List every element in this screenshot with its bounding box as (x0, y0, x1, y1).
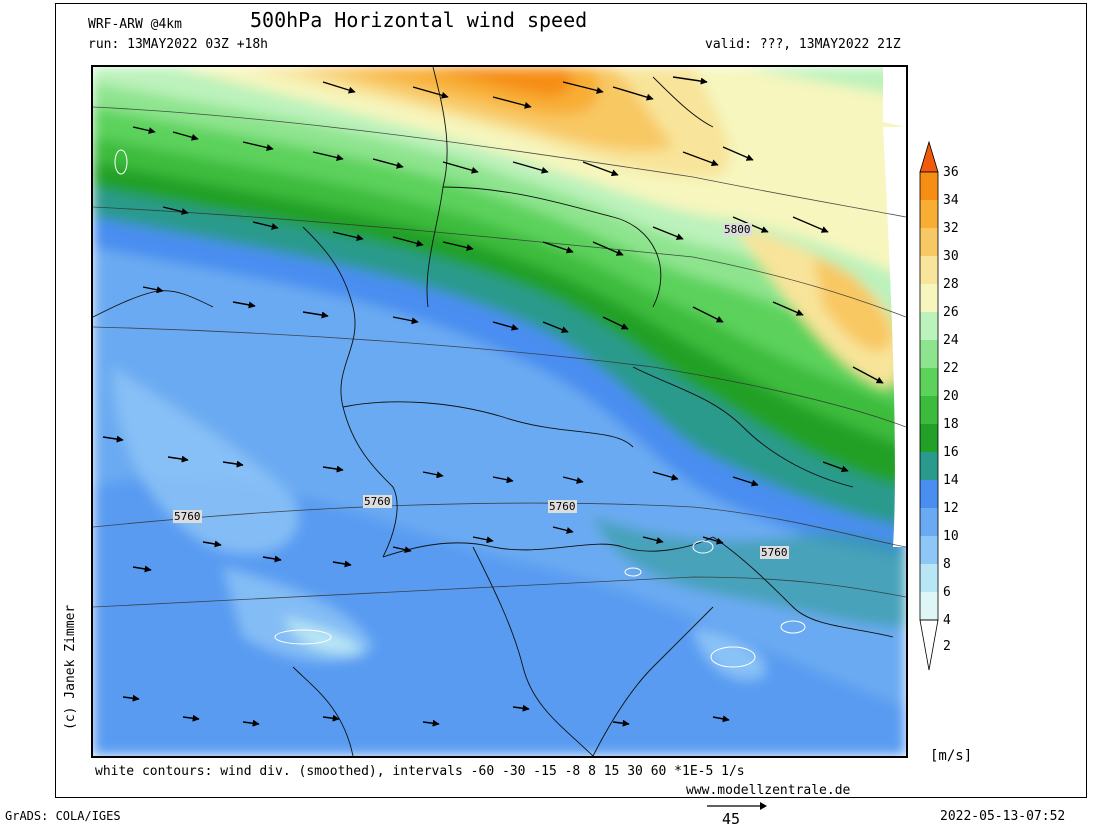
colorbar-label-6: 6 (943, 585, 951, 600)
vector-row-4 (142, 286, 884, 384)
run-label: run: 13MAY2022 03Z +18h (88, 37, 269, 52)
colorbar-label-20: 20 (943, 389, 959, 404)
colorbar-cell-30 (920, 228, 938, 256)
colorbar-label-30: 30 (943, 249, 959, 264)
plot-frame (55, 3, 1087, 798)
contour-label-5760-c: 5760 (173, 510, 202, 523)
vector-row-2 (132, 126, 754, 177)
colorbar-cell-6 (920, 564, 938, 592)
outside-domain-top (883, 67, 906, 127)
colorbar-label-4: 4 (943, 613, 951, 628)
colorbar-cell-24 (920, 312, 938, 340)
plot-title: 500hPa Horizontal wind speed (250, 8, 588, 32)
colorbar-cell-20 (920, 368, 938, 396)
colorbar-cell-36 (919, 140, 939, 173)
colorbar-cell-10 (920, 508, 938, 536)
geopotential-contours (93, 106, 906, 608)
colorbar-label-34: 34 (943, 193, 959, 208)
colorbar-label-16: 16 (943, 445, 959, 460)
band-34 (423, 67, 573, 97)
wind-vectors (102, 76, 884, 727)
colorbar-cell-2 (919, 619, 939, 671)
credit-label: (c) Janek Zimmer (63, 604, 78, 730)
band-30b (813, 257, 893, 352)
vector-row-6 (132, 526, 724, 573)
wind-speed-map: 5800 5760 5760 5760 5760 (91, 65, 908, 758)
colorbar-cell-8 (920, 536, 938, 564)
colorbar-label-2: 2 (943, 639, 951, 654)
band-6 (283, 617, 363, 654)
band-8c (693, 627, 765, 680)
valid-label: valid: ???, 13MAY2022 21Z (705, 37, 901, 52)
divergence-note: white contours: wind div. (smoothed), in… (95, 764, 745, 779)
colorbar-label-24: 24 (943, 333, 959, 348)
colorbar (919, 140, 939, 671)
colorbar-label-18: 18 (943, 417, 959, 432)
vector-row-3 (162, 206, 829, 256)
contour-label-5760-d: 5760 (760, 546, 789, 559)
colorbar-cell-28 (920, 256, 938, 284)
colorbar-cell-14 (920, 452, 938, 480)
colorbar-label-32: 32 (943, 221, 959, 236)
colorbar-label-22: 22 (943, 361, 959, 376)
colorbar-cell-16 (920, 424, 938, 452)
colorbar-label-36: 36 (943, 165, 959, 180)
band-14b (593, 517, 906, 627)
country-borders (93, 67, 894, 756)
outside-domain-right (883, 127, 906, 547)
divergence-contours (114, 149, 806, 668)
timestamp-label: 2022-05-13-07:52 (940, 809, 1066, 824)
reference-vector-value: 45 (722, 810, 741, 828)
vector-row-1 (322, 76, 708, 109)
band-28b (733, 227, 902, 387)
colorbar-cell-12 (920, 480, 938, 508)
colorbar-label-26: 26 (943, 305, 959, 320)
grads-label: GrADS: COLA/IGES (5, 809, 121, 823)
vector-row-5 (102, 435, 849, 487)
colorbar-cell-34 (920, 172, 938, 200)
colorbar-outline (919, 171, 939, 621)
colorbar-label-12: 12 (943, 501, 959, 516)
colorbar-label-10: 10 (943, 529, 959, 544)
colorbar-cell-26 (920, 284, 938, 312)
colorbar-cell-18 (920, 396, 938, 424)
band-12 (93, 476, 906, 756)
colorbar-cell-22 (920, 340, 938, 368)
colorbar-label-14: 14 (943, 473, 959, 488)
band-8 (113, 367, 299, 554)
model-label: WRF-ARW @4km (88, 17, 182, 32)
website-label: www.modellzentrale.de (686, 783, 851, 798)
contour-label-5760-a: 5760 (363, 495, 392, 508)
band-26 (173, 67, 906, 277)
colorbar-cell-4 (920, 592, 938, 620)
reference-vector (707, 802, 767, 810)
contour-label-5800: 5800 (723, 223, 752, 236)
colorbar-unit: [m/s] (930, 748, 973, 764)
colorbar-cell-32 (920, 200, 938, 228)
colorbar-label-28: 28 (943, 277, 959, 292)
contour-label-5760-b: 5760 (548, 500, 577, 513)
vector-row-7 (122, 694, 730, 727)
colorbar-label-8: 8 (943, 557, 951, 572)
